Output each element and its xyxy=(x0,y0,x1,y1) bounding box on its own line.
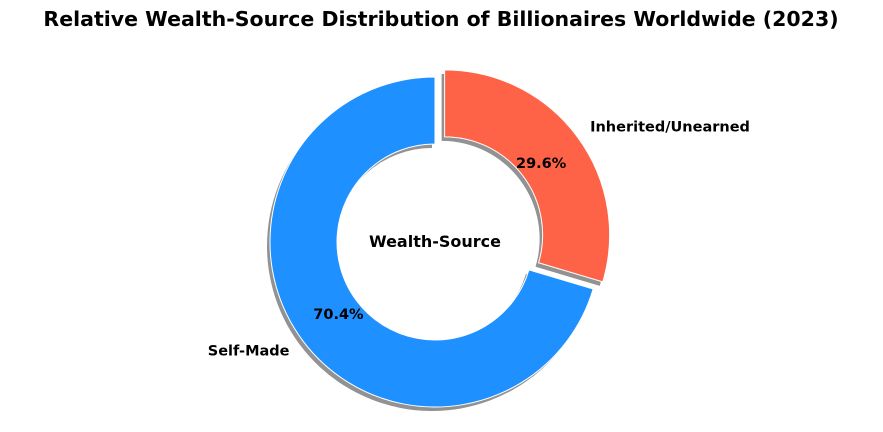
slice-inherited-unearned xyxy=(444,69,611,283)
slice-self-made xyxy=(269,76,594,408)
chart-title: Relative Wealth-Source Distribution of B… xyxy=(43,7,838,31)
category-label-self-made: Self-Made xyxy=(208,344,290,360)
pct-label-self-made: 70.4% xyxy=(313,307,364,323)
slice-labels: 70.4% Self-Made 29.6% Inherited/Unearned xyxy=(208,119,750,359)
pct-label-inherited-unearned: 29.6% xyxy=(516,156,567,172)
donut-slices xyxy=(269,69,611,408)
donut-center-label: Wealth-Source xyxy=(369,232,501,251)
category-label-inherited-unearned: Inherited/Unearned xyxy=(590,119,750,135)
